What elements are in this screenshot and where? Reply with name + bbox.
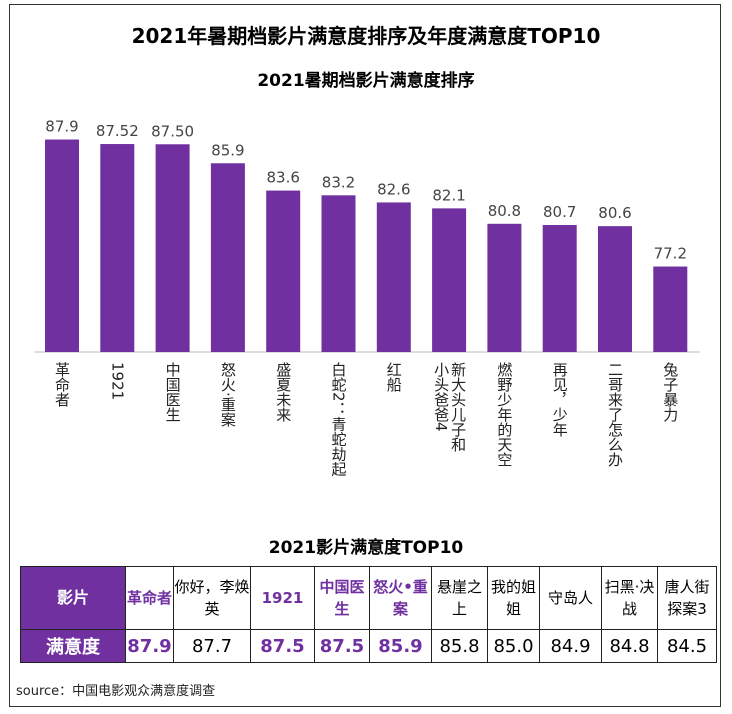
source-note: source：中国电影观众满意度调查 xyxy=(16,684,216,699)
x-tick-label: 革命者 xyxy=(53,362,71,407)
bar-value-label: 80.8 xyxy=(488,202,521,220)
chart-title: 2021暑期档影片满意度排序 xyxy=(257,71,475,91)
film-cell: 中国医生 xyxy=(314,566,370,630)
bar-value-label: 87.50 xyxy=(151,122,194,140)
bar-value-label: 85.9 xyxy=(211,141,244,159)
bar xyxy=(653,266,688,352)
score-cell: 84.5 xyxy=(657,629,717,663)
main-title: 2021年暑期档影片满意度排序及年度满意度TOP10 xyxy=(131,24,601,48)
bar xyxy=(598,226,632,352)
x-tick-label: 二哥来了怎么办 xyxy=(606,362,624,467)
score-cell: 85.9 xyxy=(369,629,432,663)
x-tick-label: 再见，少年 xyxy=(550,362,569,437)
bar xyxy=(321,195,356,352)
film-cell: 守岛人 xyxy=(539,566,602,630)
score-cell: 87.5 xyxy=(314,629,370,663)
score-row: 满意度 87.9 87.7 87.5 87.5 85.9 85.8 85.0 84.9 84.8 8… xyxy=(20,629,717,663)
bar xyxy=(266,190,301,352)
x-tick-label: 盛夏未来 xyxy=(274,362,293,422)
x-tick-label: 1921 xyxy=(108,362,127,401)
film-cell: 我的姐姐 xyxy=(487,566,540,630)
x-tick-label: 中国医生 xyxy=(163,362,182,422)
bar xyxy=(155,144,190,352)
table-title: 2021影片满意度TOP10 xyxy=(268,538,464,558)
bar-value-label: 80.7 xyxy=(543,203,576,221)
x-tick-label: 白蛇2：青蛇劫起 xyxy=(329,362,348,477)
x-tick-label: 燃野少年的天空 xyxy=(495,362,514,467)
score-cell: 84.9 xyxy=(539,629,602,663)
bar xyxy=(100,144,135,352)
bar-chart: 87.9 87.52 87.50 85.9 83.6 83.2 82.6 82.1 80.8 80… xyxy=(35,118,700,353)
top10-table: 影片 革命者 你好，李焕英 1921 中国医生 怒火•重案 悬崖之上 我的姐姐 守岛人 扫黑·决战… xyxy=(20,566,717,663)
bar-value-label: 87.9 xyxy=(45,118,78,136)
bar-value-label: 82.1 xyxy=(432,186,465,204)
bar-value-label: 80.6 xyxy=(598,204,631,222)
film-header: 影片 xyxy=(20,566,126,630)
film-row: 影片 革命者 你好，李焕英 1921 中国医生 怒火•重案 悬崖之上 我的姐姐 守岛人 扫黑·决战… xyxy=(20,566,717,630)
bar xyxy=(210,163,245,352)
x-tick-label: 怒火·重案 xyxy=(218,362,237,427)
film-cell: 1921 xyxy=(250,566,315,630)
film-cell: 唐人街探案3 xyxy=(657,566,717,630)
bar-value-label: 83.2 xyxy=(322,173,355,191)
score-cell: 85.0 xyxy=(487,629,540,663)
score-cell: 87.5 xyxy=(250,629,315,663)
chart-frame xyxy=(9,4,721,707)
score-header: 满意度 xyxy=(20,629,126,663)
bar-value-label: 82.6 xyxy=(377,180,410,198)
bar-value-label: 87.52 xyxy=(96,122,139,140)
bar xyxy=(376,202,411,352)
bar xyxy=(542,224,577,352)
score-cell: 84.8 xyxy=(601,629,658,663)
x-tick-label: 新大头儿子和小头爸爸4 xyxy=(432,362,468,452)
x-tick-label: 红船 xyxy=(384,362,403,392)
score-cell: 87.7 xyxy=(173,629,251,663)
score-cell: 87.9 xyxy=(125,629,174,663)
bar-value-label: 83.6 xyxy=(266,169,299,187)
bar xyxy=(432,208,467,352)
film-cell: 怒火•重案 xyxy=(369,566,432,630)
film-cell: 悬崖之上 xyxy=(431,566,488,630)
x-tick-label: 兔子暴力 xyxy=(661,362,680,422)
bar xyxy=(487,223,522,352)
bar xyxy=(45,139,79,352)
film-cell: 扫黑·决战 xyxy=(601,566,658,630)
film-cell: 革命者 xyxy=(125,566,174,630)
film-cell: 你好，李焕英 xyxy=(173,566,251,630)
score-cell: 85.8 xyxy=(431,629,488,663)
bar-value-label: 77.2 xyxy=(654,245,687,263)
